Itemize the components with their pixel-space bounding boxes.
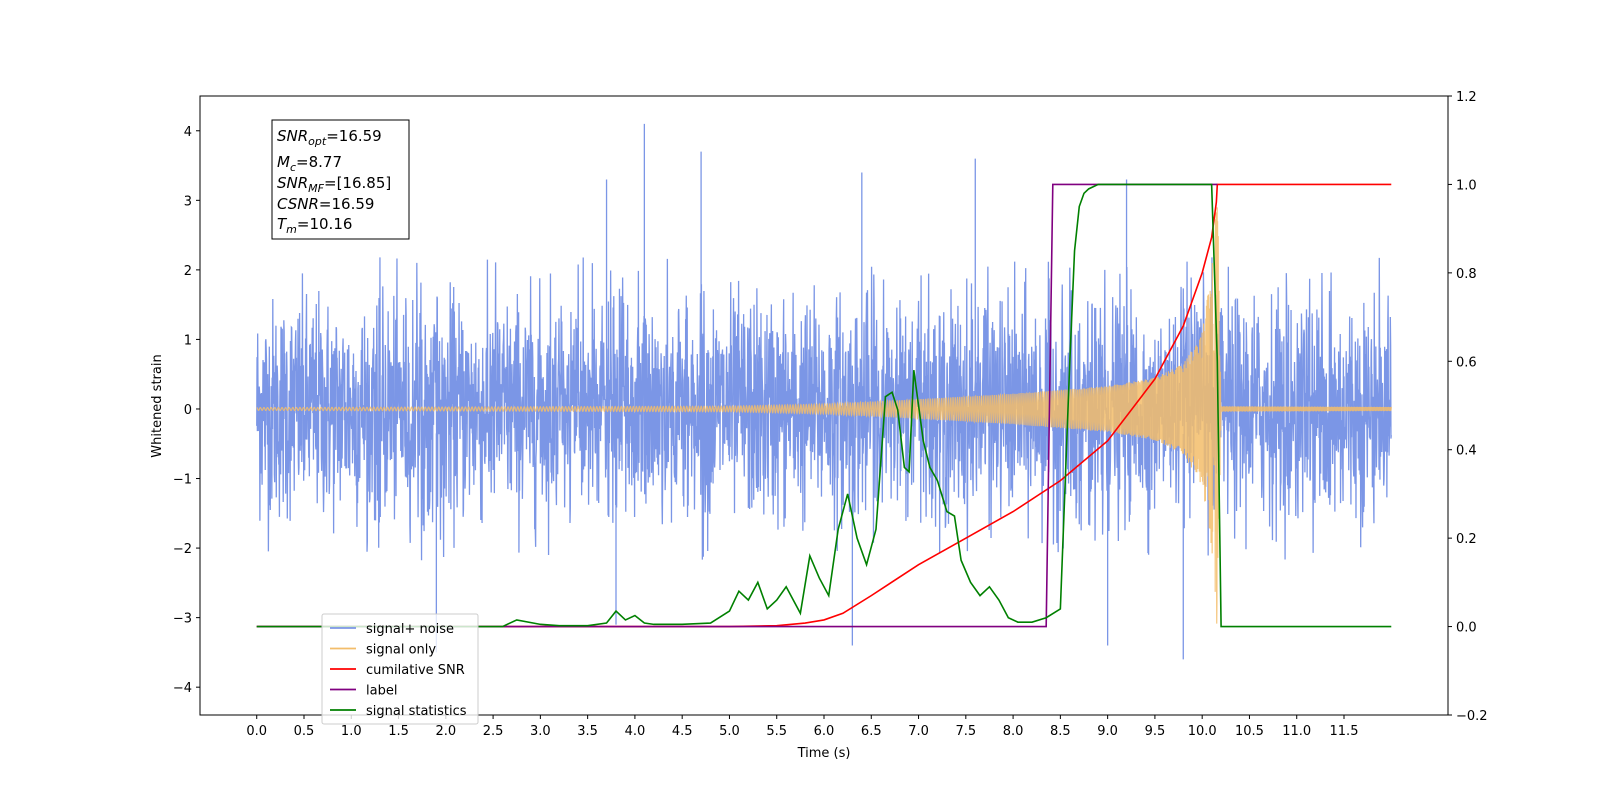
x-tick-label: 4.5 [672, 724, 693, 739]
y-tick-label: 2 [184, 264, 192, 279]
x-tick-label: 8.5 [1050, 724, 1071, 739]
chirp-trace [256, 207, 1392, 624]
info-mc-value: 8.77 [309, 153, 342, 171]
info-snr-opt-value: 16.59 [339, 127, 382, 145]
y-tick-label: 0 [184, 403, 192, 418]
info-tm-value: 10.16 [309, 215, 352, 233]
y-tick-label: −4 [173, 681, 192, 696]
line-trace [256, 183, 1392, 628]
x-tick-label: 10.0 [1188, 724, 1217, 739]
x-tick-label: 1.5 [388, 724, 409, 739]
info-snr-opt: SNRopt=16.59 [277, 127, 382, 148]
y-tick-label: −2 [173, 542, 192, 557]
info-snr-mf: SNRMF=[16.85] [277, 174, 391, 195]
legend-label: label [366, 684, 397, 699]
y-tick-label: −1 [173, 473, 192, 488]
legend: signal+ noise signal only cumilative SNR la… [321, 613, 479, 725]
y-axis-right: −0.2 0.0 0.2 0.4 0.6 0.8 1.0 1.2 [1448, 90, 1488, 724]
info-box: SNRopt=16.59 Mc=8.77 SNRMF=[16.85] CSNR=… [271, 119, 410, 240]
x-tick-label: 9.0 [1097, 724, 1118, 739]
x-tick-label: 7.5 [955, 724, 976, 739]
y-axis-left: −4 −3 −2 −1 0 1 2 3 4 [173, 125, 200, 696]
x-tick-label: 4.0 [625, 724, 646, 739]
y2-tick-label: 0.8 [1456, 267, 1477, 282]
plot-area [256, 123, 1392, 660]
x-tick-label: 10.5 [1235, 724, 1264, 739]
x-tick-label: 6.0 [814, 724, 835, 739]
legend-label: signal statistics [366, 704, 467, 719]
x-tick-label: 7.0 [908, 724, 929, 739]
series-signal-statistics [256, 183, 1392, 628]
x-tick-label: 0.5 [294, 724, 315, 739]
y-tick-label: 3 [184, 194, 192, 209]
x-tick-label: 5.0 [719, 724, 740, 739]
x-tick-label: 3.0 [530, 724, 551, 739]
y2-tick-label: 1.2 [1456, 90, 1477, 105]
info-box-frame [271, 119, 410, 240]
y-tick-label: 1 [184, 333, 192, 348]
y2-tick-label: 1.0 [1456, 178, 1477, 193]
x-tick-label: 11.0 [1282, 724, 1311, 739]
x-tick-label: 6.5 [861, 724, 882, 739]
x-axis-label: Time (s) [797, 746, 851, 761]
info-mc: Mc=8.77 [277, 153, 342, 174]
x-tick-label: 2.5 [483, 724, 504, 739]
legend-label: signal+ noise [366, 622, 454, 637]
y-axis-label: Whitened strain [150, 354, 165, 457]
x-tick-label: 8.0 [1003, 724, 1024, 739]
y-tick-label: 4 [184, 125, 192, 140]
info-csnr: CSNR=16.59 [277, 195, 374, 213]
y2-tick-label: 0.4 [1456, 444, 1477, 459]
x-tick-label: 2.0 [435, 724, 456, 739]
legend-label: signal only [366, 643, 436, 658]
info-tm: Tm=10.16 [277, 215, 352, 236]
x-tick-label: 9.5 [1145, 724, 1166, 739]
legend-frame [321, 613, 479, 725]
y2-tick-label: 0.0 [1456, 621, 1477, 636]
x-tick-label: 3.5 [577, 724, 598, 739]
series-cumilative-snr [256, 183, 1392, 628]
line-trace [256, 183, 1392, 628]
y-tick-label: −3 [173, 612, 192, 627]
y2-tick-label: 0.6 [1456, 355, 1477, 370]
x-tick-label: 5.5 [766, 724, 787, 739]
x-tick-label: 1.0 [341, 724, 362, 739]
info-csnr-value: 16.59 [332, 195, 375, 213]
series-signal-only [256, 207, 1392, 624]
y2-tick-label: −0.2 [1456, 709, 1488, 724]
info-snr-mf-value: [16.85] [337, 174, 392, 192]
x-tick-label: 0.0 [246, 724, 267, 739]
y2-tick-label: 0.2 [1456, 532, 1477, 547]
x-tick-label: 11.5 [1330, 724, 1359, 739]
x-axis: 0.0 0.5 1.0 1.5 2.0 2.5 3.0 3.5 4.0 4.5 5.0 5.5 6.0 6… [246, 715, 1358, 739]
legend-label: cumilative SNR [366, 663, 465, 678]
